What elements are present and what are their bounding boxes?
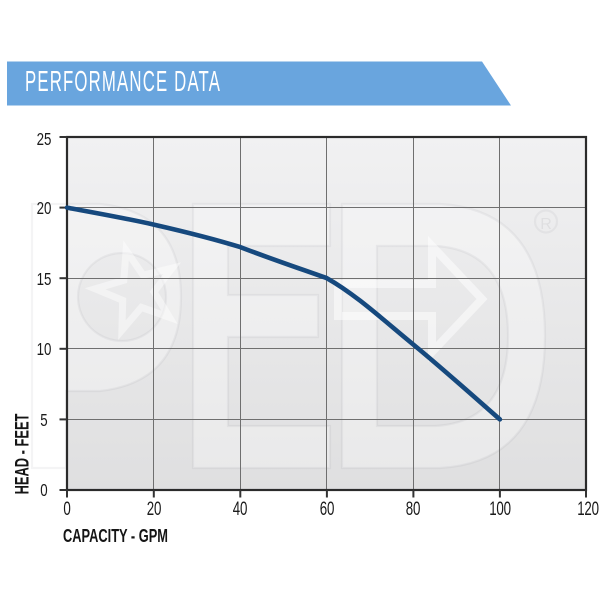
svg-text:R: R [540, 216, 552, 233]
